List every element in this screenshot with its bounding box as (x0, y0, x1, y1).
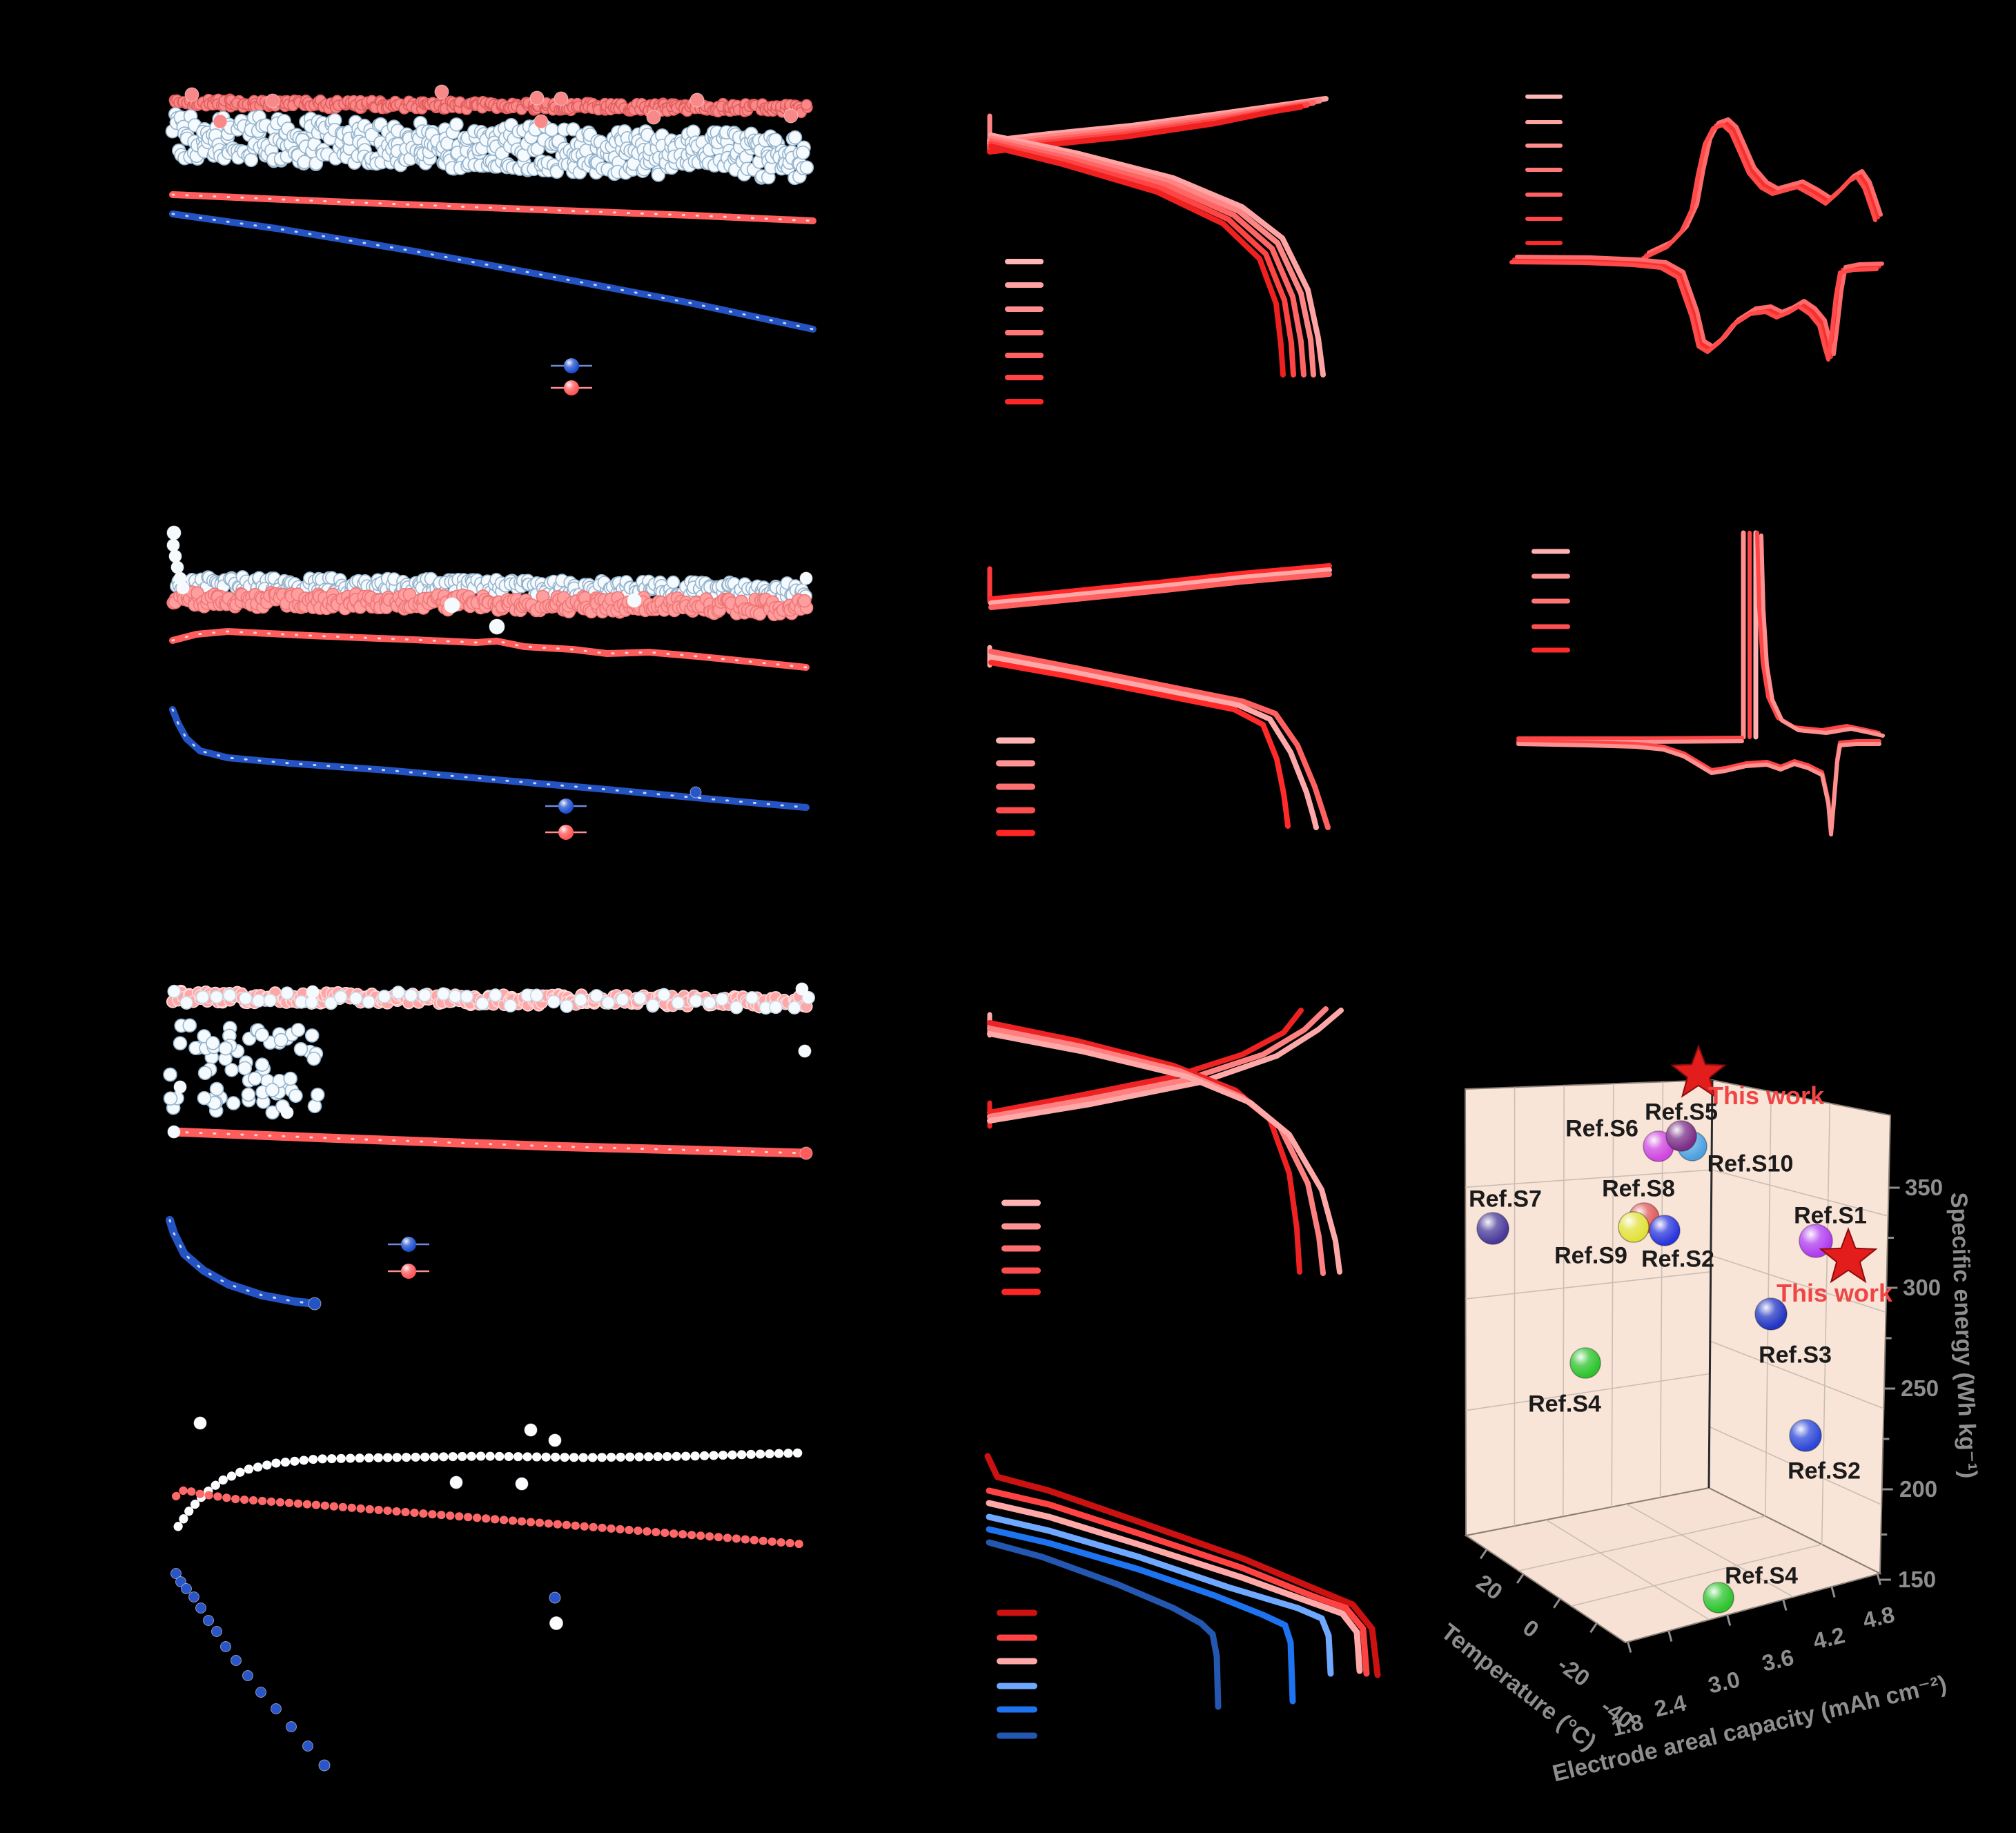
z-tick-350: 350 (1905, 1175, 1944, 1200)
ref-s1-label: Ref.S1 (1794, 1202, 1867, 1229)
z-tick-200: 200 (1899, 1476, 1938, 1502)
z-tick-150: 150 (1898, 1567, 1937, 1592)
z-tick-250: 250 (1901, 1375, 1939, 1401)
ref-s2-label: Ref.S2 (1641, 1246, 1714, 1273)
ref-s5-label: Ref.S5 (1645, 1099, 1718, 1126)
ref-s6-label: Ref.S6 (1565, 1115, 1638, 1142)
ref-s9-label: Ref.S9 (1554, 1242, 1627, 1269)
ref-s4-bottom-label: Ref.S4 (1725, 1562, 1798, 1589)
ref-s4-label: Ref.S4 (1528, 1391, 1601, 1418)
this-work-label-top: This work (1707, 1081, 1825, 1110)
this-work-label-right: This work (1776, 1279, 1893, 1307)
ref-s3-label: Ref.S3 (1759, 1342, 1832, 1369)
ref-s8-label: Ref.S8 (1602, 1175, 1675, 1202)
z-tick-300: 300 (1903, 1275, 1941, 1300)
ref-s10-label: Ref.S10 (1707, 1150, 1794, 1177)
ref-s2-bottom-label: Ref.S2 (1788, 1458, 1861, 1484)
ref-s7-label: Ref.S7 (1469, 1186, 1542, 1213)
